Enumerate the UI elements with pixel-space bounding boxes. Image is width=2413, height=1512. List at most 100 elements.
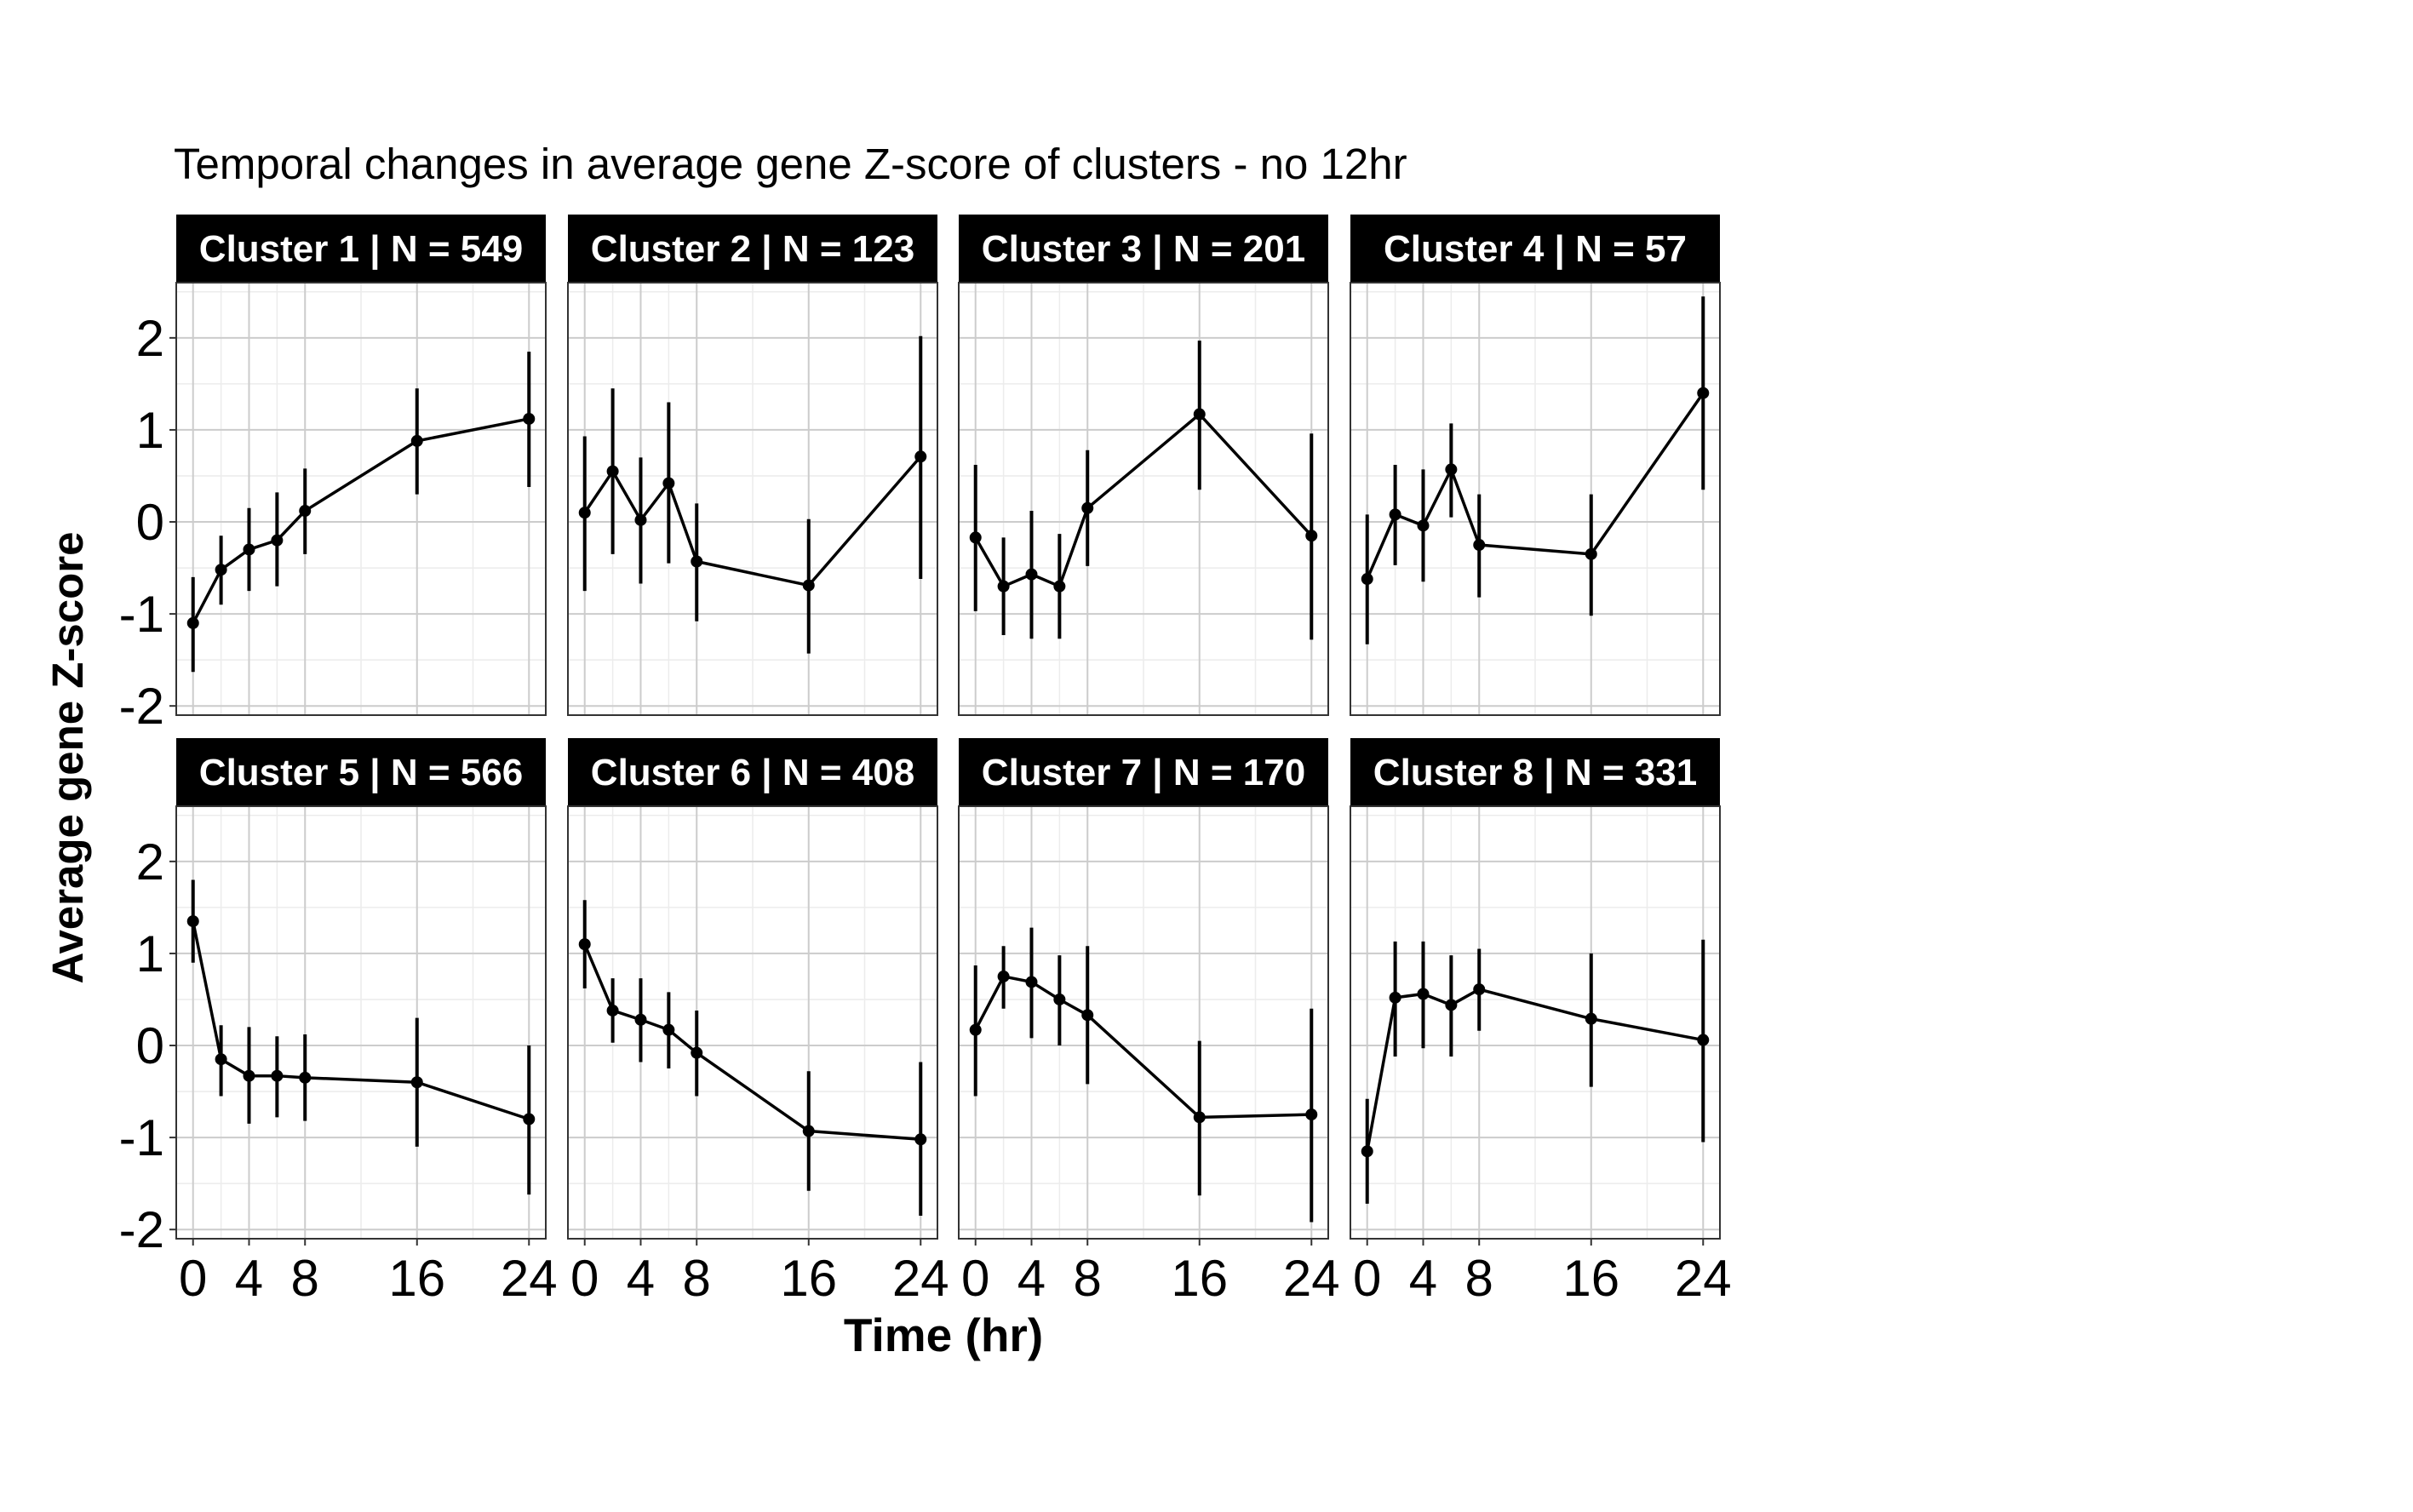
x-tick-label: 24 <box>892 1250 949 1307</box>
strip-background <box>959 738 1328 806</box>
data-point <box>802 579 815 592</box>
data-point <box>1081 501 1094 514</box>
strip-label: Cluster 4 | N = 57 <box>1384 228 1687 271</box>
data-point <box>1053 580 1066 593</box>
strip-label: Cluster 3 | N = 201 <box>982 228 1305 271</box>
x-tick-label: 8 <box>683 1250 711 1307</box>
data-point <box>410 434 423 447</box>
data-point <box>299 505 312 518</box>
data-point <box>186 915 199 928</box>
strip-label: Cluster 1 | N = 549 <box>199 228 523 271</box>
data-point <box>1445 463 1458 476</box>
strip-background <box>1350 738 1720 806</box>
data-point <box>271 1069 284 1082</box>
strip-background <box>568 215 937 283</box>
y-tick-label: 1 <box>136 925 164 982</box>
data-point <box>578 507 591 519</box>
y-tick-label: 0 <box>136 1017 164 1074</box>
data-point <box>634 513 647 526</box>
panel-8: Cluster 8 | N = 331 0 4 8 16 24 <box>1350 738 1732 1307</box>
x-tick-label: 0 <box>179 1250 207 1307</box>
strip-background <box>176 215 546 283</box>
x-axis-label: Time (hr) <box>844 1309 1043 1361</box>
data-point <box>1025 568 1038 581</box>
x-tick-label: 8 <box>291 1250 319 1307</box>
x-tick-label: 16 <box>1171 1250 1228 1307</box>
data-point <box>1473 539 1486 552</box>
x-tick-label: 4 <box>627 1250 655 1307</box>
x-tick-label: 0 <box>1353 1250 1381 1307</box>
x-tick-label: 24 <box>1675 1250 1732 1307</box>
data-point <box>523 1113 536 1125</box>
data-point <box>634 1013 647 1026</box>
panel-1: Cluster 1 | N = 549 -2 -1 0 1 2 <box>119 215 547 735</box>
x-tick-label: 4 <box>1409 1250 1437 1307</box>
y-tick-label: 1 <box>136 402 164 459</box>
data-point <box>215 564 227 576</box>
strip-background <box>176 738 546 806</box>
data-point <box>1697 1034 1710 1046</box>
y-axis-label: Average gene Z-score <box>43 532 92 984</box>
data-point <box>606 465 619 478</box>
data-point <box>691 555 703 568</box>
facet-panels: Cluster 1 | N = 549 -2 -1 0 1 2 Cluster 2 | N … <box>119 215 1732 1307</box>
x-tick-label: 24 <box>1283 1250 1340 1307</box>
data-point <box>186 616 199 629</box>
x-tick-label: 0 <box>570 1250 599 1307</box>
x-tick-label: 16 <box>388 1250 445 1307</box>
data-point <box>1081 1009 1094 1022</box>
x-tick-label: 16 <box>780 1250 837 1307</box>
data-point <box>1697 387 1710 399</box>
strip-background <box>1350 215 1720 283</box>
panel-border <box>958 282 1329 716</box>
y-tick-label: -1 <box>119 586 164 643</box>
data-point <box>1585 1012 1597 1025</box>
strip-label: Cluster 8 | N = 331 <box>1373 752 1697 794</box>
strip-label: Cluster 5 | N = 566 <box>199 752 523 794</box>
x-tick-label: 8 <box>1074 1250 1102 1307</box>
x-tick-label: 0 <box>961 1250 989 1307</box>
data-point <box>969 531 982 544</box>
data-point <box>215 1053 227 1066</box>
data-point <box>1417 988 1430 1000</box>
strip-label: Cluster 7 | N = 170 <box>982 752 1305 794</box>
y-tick-label: 2 <box>136 833 164 891</box>
panel-7: Cluster 7 | N = 170 0 4 8 16 24 <box>958 738 1340 1307</box>
data-point <box>410 1076 423 1089</box>
data-point <box>243 1069 255 1082</box>
data-point <box>997 970 1010 982</box>
data-point <box>914 1133 927 1146</box>
data-point <box>1025 976 1038 988</box>
data-point <box>914 450 927 463</box>
data-point <box>662 477 675 490</box>
strip-label: Cluster 6 | N = 408 <box>591 752 914 794</box>
x-tick-label: 4 <box>1017 1250 1046 1307</box>
data-point <box>1305 530 1318 542</box>
x-tick-label: 24 <box>501 1250 558 1307</box>
data-point <box>997 580 1010 593</box>
panel-border <box>958 805 1329 1240</box>
x-tick-label: 16 <box>1562 1250 1619 1307</box>
data-point <box>1053 993 1066 1005</box>
x-tick-label: 4 <box>235 1250 263 1307</box>
data-point <box>1193 408 1206 421</box>
panel-3: Cluster 3 | N = 201 <box>958 215 1329 716</box>
data-point <box>802 1125 815 1137</box>
y-tick-label: -2 <box>119 1201 164 1258</box>
data-point <box>1389 991 1401 1004</box>
data-point <box>1361 573 1373 586</box>
panel-border <box>1350 805 1721 1240</box>
data-point <box>1585 547 1597 560</box>
y-tick-label: -1 <box>119 1109 164 1166</box>
data-point <box>1445 999 1458 1011</box>
strip-background <box>959 215 1328 283</box>
data-point <box>1193 1111 1206 1124</box>
panel-4: Cluster 4 | N = 57 <box>1350 215 1721 716</box>
data-point <box>1361 1145 1373 1158</box>
data-point <box>969 1023 982 1036</box>
strip-label: Cluster 2 | N = 123 <box>591 228 914 271</box>
chart-title: Temporal changes in average gene Z-score… <box>174 140 1407 188</box>
